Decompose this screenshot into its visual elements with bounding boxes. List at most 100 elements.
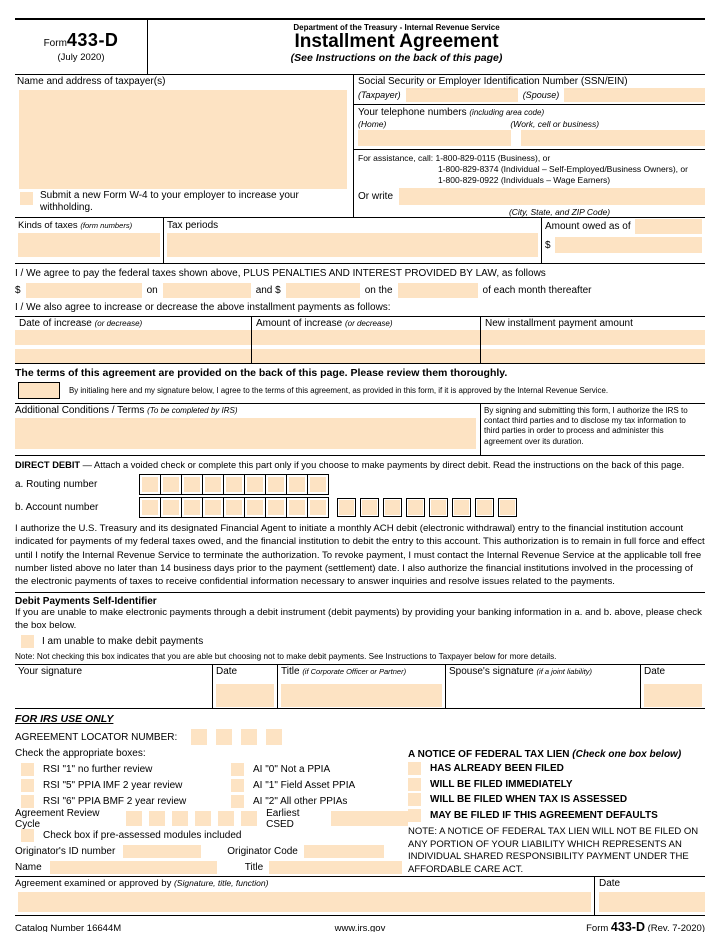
home-label: (Home): [358, 119, 387, 129]
spouse-signature-cell[interactable]: Spouse's signature (if a joint liability…: [446, 665, 641, 709]
agree-line: I / We agree to pay the federal taxes sh…: [15, 268, 546, 279]
originator-id-label: Originator's ID number: [15, 845, 116, 857]
originator-name-field[interactable]: [49, 860, 217, 874]
locator-digit-cell[interactable]: [191, 729, 208, 746]
initials-field[interactable]: [18, 382, 60, 399]
work-phone-field[interactable]: [521, 130, 705, 146]
account-digit-cell[interactable]: [265, 497, 287, 519]
w4-checkbox[interactable]: [20, 192, 33, 205]
account-digit-cell[interactable]: [286, 497, 308, 519]
account-digit-cell[interactable]: [360, 498, 379, 518]
routing-digit-cell[interactable]: [139, 474, 161, 496]
address-write-field[interactable]: [399, 188, 705, 206]
taxpayer-ssn-field[interactable]: [405, 88, 518, 102]
tax-periods-field[interactable]: [167, 233, 538, 257]
routing-digit-cell[interactable]: [265, 474, 287, 496]
lien-filed-immediately-checkbox[interactable]: [408, 777, 421, 791]
account-digit-cell[interactable]: [223, 497, 245, 519]
rsi-ai-row-1: RSI "1" no further review AI "0" Not a P…: [15, 761, 408, 777]
originator-id-field[interactable]: [123, 844, 202, 858]
routing-digit-cell[interactable]: [202, 474, 224, 496]
rsi-6-checkbox[interactable]: [21, 794, 34, 808]
rsi-5-checkbox[interactable]: [21, 778, 34, 792]
monthly-payment-field[interactable]: [285, 283, 360, 298]
page-title: Installment Agreement: [294, 31, 499, 52]
account-digit-cell[interactable]: [307, 497, 329, 519]
rsi-1-checkbox[interactable]: [21, 762, 34, 776]
your-signature-cell[interactable]: Your signature: [15, 665, 213, 709]
ai-0-checkbox[interactable]: [231, 762, 244, 776]
ai-1-checkbox[interactable]: [231, 778, 244, 792]
review-cycle-cells: [126, 811, 264, 827]
additional-conditions-field[interactable]: [15, 418, 476, 449]
originator-code-field[interactable]: [303, 844, 384, 858]
review-cycle-cell[interactable]: [241, 811, 258, 827]
account-digit-cell[interactable]: [160, 497, 182, 519]
kinds-of-taxes-field[interactable]: [18, 233, 160, 257]
review-cycle-cell[interactable]: [126, 811, 143, 827]
title-note: (if Corporate Officer or Partner): [302, 667, 407, 677]
city-state-zip-label: (City, State, and ZIP Code): [508, 207, 611, 218]
review-cycle-cell[interactable]: [195, 811, 212, 827]
account-digit-cell[interactable]: [202, 497, 224, 519]
account-digit-cell[interactable]: [244, 497, 266, 519]
earliest-csed-field[interactable]: [330, 811, 408, 827]
amount-owed-field[interactable]: [554, 237, 702, 253]
date1-field[interactable]: [216, 684, 274, 708]
unable-debit-checkbox[interactable]: [21, 635, 34, 649]
lien-already-filed-checkbox[interactable]: [408, 762, 421, 776]
locator-digit-cell[interactable]: [241, 729, 258, 746]
new-installment-field[interactable]: [481, 330, 705, 363]
examined-date-field[interactable]: [599, 892, 705, 913]
account-digit-cell[interactable]: [383, 498, 402, 518]
form-number-block: Form433-D (July 2020): [15, 20, 148, 74]
routing-digit-cell[interactable]: [307, 474, 329, 496]
locator-digit-cell[interactable]: [266, 729, 283, 746]
date2-field[interactable]: [644, 684, 702, 708]
form-footer: Catalog Number 16644M www.irs.gov Form 4…: [15, 916, 705, 932]
examined-signature-field[interactable]: [18, 892, 591, 913]
account-digit-cell[interactable]: [181, 497, 203, 519]
title-field[interactable]: [281, 684, 442, 708]
routing-digit-cell[interactable]: [244, 474, 266, 496]
account-digit-cell[interactable]: [429, 498, 448, 518]
account-digit-cell[interactable]: [475, 498, 494, 518]
rsi-ai-row-3: RSI "6" PPIA BMF 2 year review AI "2" Al…: [15, 793, 408, 809]
amount-owed-date-field[interactable]: [634, 219, 702, 234]
account-digit-cell[interactable]: [406, 498, 425, 518]
taxpayer-section: Name and address of taxpayer(s) Submit a…: [15, 75, 705, 218]
payment-day-field[interactable]: [397, 283, 478, 298]
account-digit-cell[interactable]: [452, 498, 471, 518]
title-cell: Title (if Corporate Officer or Partner): [278, 665, 446, 709]
routing-digit-cell[interactable]: [286, 474, 308, 496]
account-digit-cell[interactable]: [337, 498, 356, 518]
originator-name-row: Name Title: [15, 859, 408, 875]
review-cycle-cell[interactable]: [149, 811, 166, 827]
account-digit-cell[interactable]: [139, 497, 161, 519]
lien-may-be-filed-checkbox[interactable]: [408, 808, 421, 822]
locator-digit-cell[interactable]: [216, 729, 233, 746]
originator-title-field[interactable]: [269, 860, 403, 874]
ai-2-checkbox[interactable]: [231, 794, 244, 808]
date-of-increase-field[interactable]: [15, 330, 252, 363]
routing-digit-cell[interactable]: [181, 474, 203, 496]
first-payment-date-field[interactable]: [162, 283, 251, 298]
review-cycle-cell[interactable]: [172, 811, 189, 827]
initial-payment-field[interactable]: [25, 283, 142, 298]
spouse-ssn-field[interactable]: [564, 88, 705, 102]
account-digit-cell[interactable]: [498, 498, 517, 518]
lien-filed-when-assessed-checkbox[interactable]: [408, 793, 421, 807]
routing-digit-cell[interactable]: [160, 474, 182, 496]
lien-note: NOTE: A NOTICE OF FEDERAL TAX LIEN WILL …: [408, 826, 699, 875]
lien-already-filed-label: HAS ALREADY BEEN FILED: [430, 763, 564, 775]
amount-of-increase-field[interactable]: [252, 330, 481, 363]
lien-heading-note: (Check one box below): [572, 749, 682, 761]
spouse-signature-label: Spouse's signature: [449, 666, 534, 678]
kinds-of-taxes-cell: Kinds of taxes (form numbers): [15, 218, 164, 263]
routing-digit-cell[interactable]: [223, 474, 245, 496]
name-address-field[interactable]: [19, 90, 347, 189]
home-phone-field[interactable]: [358, 130, 511, 146]
preassessed-checkbox[interactable]: [21, 829, 34, 843]
review-cycle-cell[interactable]: [218, 811, 235, 827]
